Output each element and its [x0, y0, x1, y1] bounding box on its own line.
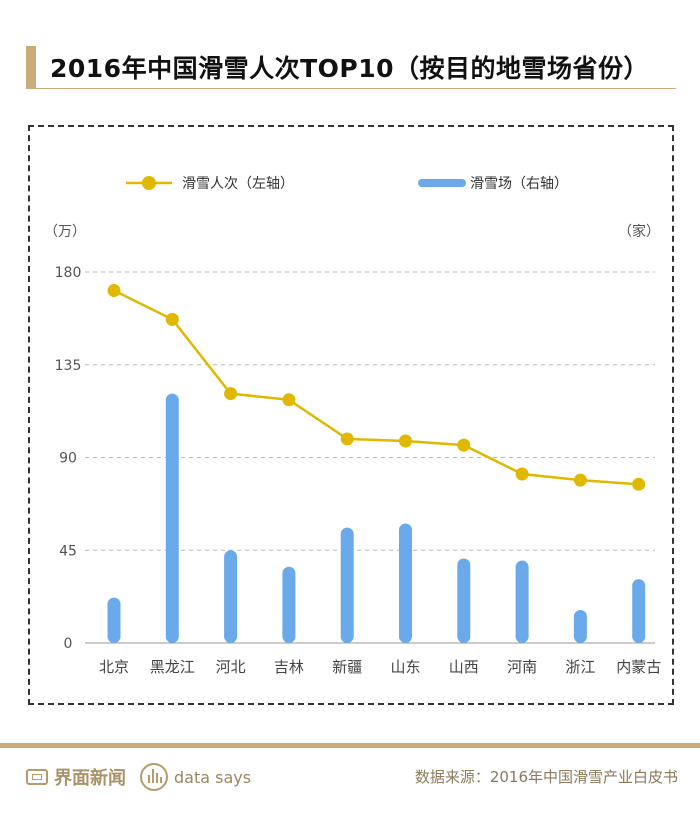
point-内蒙古 — [632, 477, 646, 491]
footer-rule — [0, 743, 700, 748]
bar-北京 — [107, 597, 121, 643]
bar-河北 — [224, 550, 238, 643]
x-tick-label: 新疆 — [332, 658, 362, 676]
y-tick-label: 90 — [59, 451, 77, 467]
y-tick-label: 180 — [55, 265, 82, 281]
legend-line-label: 滑雪人次（左轴） — [182, 175, 294, 192]
y-right-unit: （家） — [618, 223, 660, 240]
bar-吉林 — [282, 566, 296, 643]
y-tick-label: 0 — [64, 636, 73, 652]
title-underline — [26, 88, 676, 89]
data-says-label: data says — [174, 767, 252, 787]
grid — [85, 271, 655, 644]
point-浙江 — [573, 473, 587, 487]
point-河北 — [224, 387, 238, 401]
point-吉林 — [282, 393, 296, 407]
bar-浙江 — [573, 610, 587, 643]
data-says-icon — [140, 763, 168, 791]
axis-labels: 180 135 90 45 0 （万） （家） 北京 黑龙江 河北 吉林 新疆 山东 山西 河南 浙江 内蒙古 — [44, 223, 661, 676]
x-tick-label: 浙江 — [565, 658, 595, 676]
x-tick-label: 吉林 — [274, 658, 304, 676]
x-tick-label: 北京 — [99, 658, 129, 676]
point-北京 — [107, 284, 121, 298]
bar-山东 — [399, 523, 412, 643]
point-河南 — [515, 467, 529, 481]
bar-内蒙古 — [632, 579, 646, 643]
title-accent-bar — [26, 46, 36, 88]
chart-frame — [28, 125, 674, 705]
legend-bar-label: 滑雪场（右轴） — [470, 175, 568, 192]
bar-黑龙江 — [165, 393, 179, 643]
bar-山西 — [457, 558, 471, 643]
point-山西 — [457, 438, 471, 452]
y-tick-label: 45 — [59, 543, 77, 559]
point-新疆 — [340, 432, 354, 446]
line-path — [113, 289, 639, 486]
legend-bar-swatch — [418, 179, 466, 187]
brand-name: 界面新闻 — [54, 768, 126, 789]
line-series — [107, 284, 646, 491]
x-tick-label: 黑龙江 — [150, 658, 195, 676]
footer-brand: 界面新闻 data says — [26, 763, 251, 791]
data-source: 数据来源：2016年中国滑雪产业白皮书 — [414, 768, 678, 786]
x-tick-label: 河南 — [507, 658, 537, 676]
bar-新疆 — [340, 527, 354, 643]
y-tick-label: 135 — [55, 358, 82, 374]
legend-line-marker — [142, 176, 156, 190]
bar-series — [107, 393, 646, 643]
legend: 滑雪人次（左轴） 滑雪场（右轴） — [126, 175, 568, 192]
x-tick-label: 山东 — [390, 658, 420, 676]
x-tick-label: 河北 — [216, 658, 246, 676]
x-tick-label: 山西 — [449, 658, 479, 676]
x-tick-label: 内蒙古 — [616, 658, 661, 676]
bar-河南 — [515, 560, 529, 643]
jiemian-logo-icon — [26, 769, 48, 785]
y-left-unit: （万） — [44, 224, 86, 240]
point-山东 — [399, 434, 412, 448]
chart-title: 2016年中国滑雪人次TOP10（按目的地雪场省份） — [50, 54, 650, 83]
point-黑龙江 — [165, 312, 179, 326]
